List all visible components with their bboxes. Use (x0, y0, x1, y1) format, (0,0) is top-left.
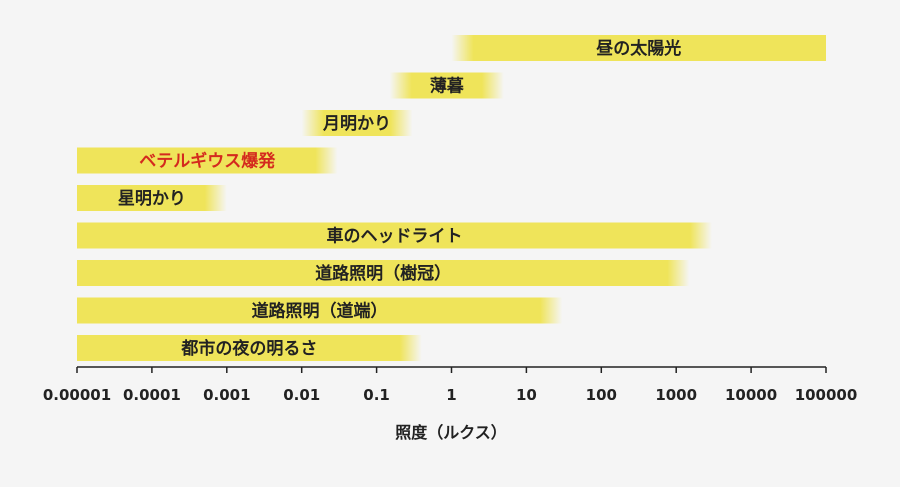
bar-0 (451, 35, 826, 61)
bar-2 (301, 110, 413, 136)
bar-3 (77, 147, 338, 174)
x-tick-label-7: 100 (586, 386, 617, 404)
x-tick-label-4: 0.1 (363, 386, 390, 404)
x-tick-label-8: 1000 (655, 386, 697, 404)
bar-label-1: 薄暮 (430, 76, 465, 97)
x-tick-label-2: 0.001 (203, 386, 250, 404)
x-axis-title: 照度（ルクス） (395, 423, 507, 442)
x-axis-ticks: 0.00001 0.0001 0.001 0.01 0.1 1 10 100 1000 10000… (43, 367, 857, 404)
bar-label-6: 道路照明（樹冠） (315, 263, 451, 284)
bar-label-7: 道路照明（道端） (252, 301, 388, 322)
x-tick-label-3: 0.01 (283, 386, 320, 404)
bar-label-5: 車のヘッドライト (326, 226, 462, 247)
bar-4 (77, 185, 227, 211)
x-tick-label-1: 0.0001 (123, 386, 181, 404)
bar-8 (77, 335, 422, 361)
x-tick-label-10: 100000 (795, 386, 858, 404)
bar-1 (389, 72, 504, 99)
bar-label-2: 月明かり (322, 114, 391, 134)
bar-7 (77, 297, 563, 324)
x-tick-label-6: 10 (516, 386, 537, 404)
bar-6 (77, 260, 690, 286)
bar-5 (77, 222, 712, 249)
x-tick-label-9: 10000 (725, 386, 777, 404)
bar-label-3: ベテルギウス爆発 (139, 151, 276, 172)
x-tick-label-0: 0.00001 (43, 386, 111, 404)
bar-label-8: 都市の夜の明るさ (180, 338, 317, 359)
bar-label-0: 昼の太陽光 (596, 38, 681, 59)
bar-label-4: 星明かり (118, 189, 186, 209)
x-tick-label-5: 1 (446, 386, 456, 404)
